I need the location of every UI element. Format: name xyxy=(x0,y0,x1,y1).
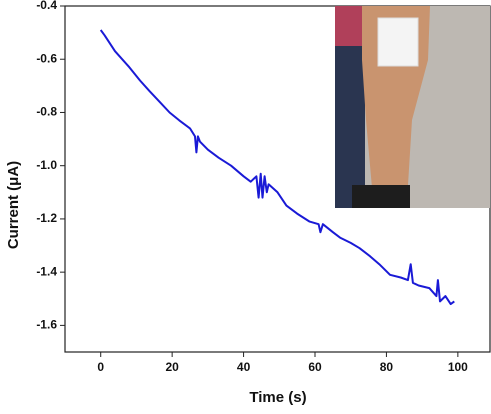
y-tick-label: -1.2 xyxy=(36,211,57,225)
y-tick-label: -1.4 xyxy=(36,264,57,278)
y-tick-label: -0.4 xyxy=(36,0,57,12)
y-axis-title: Current (μA) xyxy=(5,161,22,249)
x-tick-label: 40 xyxy=(237,360,251,374)
y-tick-label: -1.0 xyxy=(36,158,57,172)
x-axis-title: Time (s) xyxy=(249,389,306,406)
y-tick-label: -0.8 xyxy=(36,105,57,119)
data-line xyxy=(99,29,455,306)
x-tick-label: 0 xyxy=(97,360,104,374)
x-tick-label: 80 xyxy=(380,360,394,374)
x-tick-label: 100 xyxy=(448,360,468,374)
y-tick-label: -0.6 xyxy=(36,51,57,65)
x-tick-label: 20 xyxy=(165,360,179,374)
inset-photo xyxy=(335,6,490,208)
y-tick-label: -1.6 xyxy=(36,318,57,332)
x-tick-label: 60 xyxy=(308,360,322,374)
